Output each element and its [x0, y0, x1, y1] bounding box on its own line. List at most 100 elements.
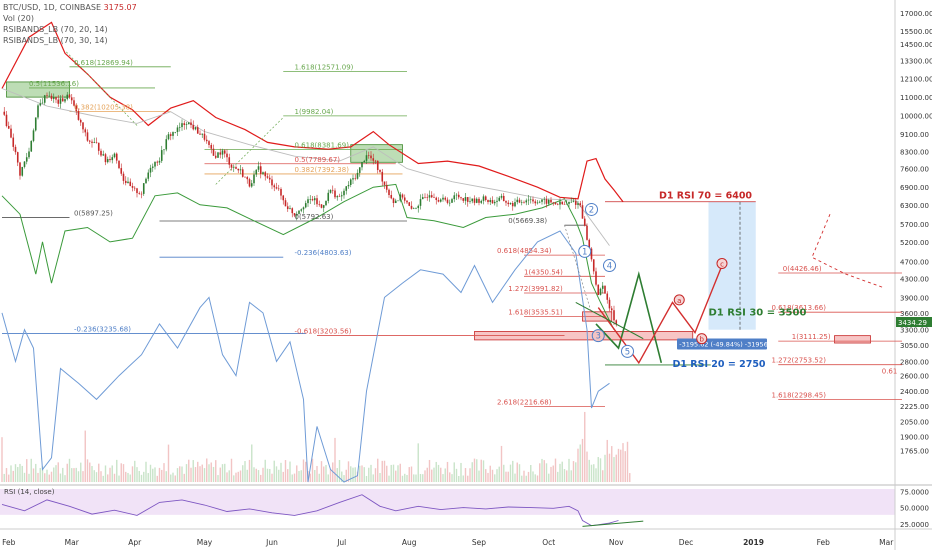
volume-bar [563, 469, 566, 482]
candle-body [64, 99, 66, 102]
price-candle [370, 151, 372, 161]
volume-bar [464, 468, 467, 482]
price-candle [255, 169, 258, 177]
price-candle [478, 197, 480, 206]
candle-body [388, 189, 390, 196]
price-candle [345, 186, 348, 195]
volume-bar [100, 471, 102, 482]
price-candle [529, 196, 532, 204]
price-candle [381, 168, 384, 186]
volume-bar [134, 460, 136, 482]
current-price-text: 3434.29 [898, 319, 927, 327]
fib-level-label: 0.382(10205.38) [74, 104, 133, 112]
price-candle [419, 194, 422, 210]
volume-bar [75, 467, 77, 482]
volume-bar [602, 470, 604, 482]
price-candle [120, 163, 123, 176]
volume-bar [14, 464, 17, 482]
candle-body [73, 100, 75, 106]
volume-bar [527, 471, 530, 482]
candle-body [304, 203, 307, 208]
price-tick-label: 5200.00 [900, 239, 929, 247]
volume-bar [350, 466, 352, 482]
volume-bar [68, 458, 71, 482]
candle-body [300, 209, 303, 211]
volume-bar [10, 465, 12, 482]
candle-body [185, 124, 188, 125]
price-candle [253, 170, 255, 186]
volume-bar [467, 475, 469, 482]
candle-body [280, 188, 282, 196]
rsibands-indicator-1[interactable]: RSIBANDS_LB (70, 20, 14) [3, 25, 108, 34]
price-candle [97, 142, 100, 155]
candle-body [140, 193, 143, 195]
candle-body [496, 200, 498, 202]
price-candle [257, 161, 260, 172]
volume-bar [64, 475, 66, 482]
volume-bar [12, 470, 14, 482]
wave-label-c: c [716, 257, 728, 269]
candle-body [392, 198, 395, 204]
price-candle [178, 122, 181, 132]
wave-label-text: 5 [625, 347, 630, 357]
volume-bar [55, 465, 57, 482]
price-candle [221, 148, 224, 159]
time-tick-label: Feb [2, 538, 16, 547]
volume-bar [293, 473, 296, 482]
price-candle [471, 198, 474, 204]
time-tick-label: Nov [609, 538, 624, 547]
candle-body [7, 126, 10, 129]
rsibands-indicator-2[interactable]: RSIBANDS_LB (70, 30, 14) [3, 36, 108, 45]
candle-body [223, 150, 226, 154]
price-candle [527, 194, 530, 205]
candle-body [10, 128, 12, 138]
volume-bar [624, 451, 626, 482]
volume-bar [433, 467, 435, 482]
price-candle [140, 191, 143, 199]
volume-bar [152, 468, 154, 482]
candle-body [608, 299, 611, 309]
price-candle [320, 204, 323, 209]
volume-bar [145, 461, 147, 482]
volume-bar [584, 411, 586, 482]
candle-body [250, 183, 253, 187]
candle-body [214, 155, 217, 158]
candle-body [509, 203, 512, 205]
volume-bar [284, 460, 287, 482]
volume-bar [539, 463, 541, 482]
fib-level-label: 0(5897.25) [74, 210, 113, 218]
fib-level-label: 0.61 [882, 368, 898, 376]
price-candle [313, 195, 316, 205]
rsi-target-callout: D1 RSI 20 = 2750 [673, 359, 766, 370]
candle-body [232, 167, 235, 168]
wave-label-circle [696, 333, 708, 345]
volume-bar [575, 462, 577, 482]
volume-bar [343, 475, 345, 482]
volume-bar [228, 470, 230, 482]
symbol-line[interactable]: BTC/USD, 1D, COINBASE 3175.07 [3, 2, 137, 13]
moving-average-line [1, 88, 610, 246]
vol-indicator-label[interactable]: Vol (20) [3, 14, 34, 23]
price-tick-label: 2050.00 [900, 419, 929, 427]
price-candle [210, 142, 213, 154]
price-candle [599, 287, 602, 296]
candle-body [424, 197, 426, 198]
price-candle [464, 192, 467, 205]
price-candle [453, 192, 456, 203]
price-candle [43, 94, 46, 105]
volume-bar [532, 471, 534, 482]
volume-bar [590, 464, 593, 482]
price-candle [46, 92, 48, 100]
candle-body [275, 187, 278, 189]
price-candle [289, 205, 291, 210]
volume-bar [318, 473, 320, 482]
price-candle [122, 171, 125, 185]
price-tick-label: 10000.00 [900, 113, 932, 121]
price-candle [430, 191, 433, 199]
candle-body [228, 157, 231, 165]
candle-body [208, 141, 210, 145]
wave-label-circle [603, 259, 616, 273]
current-price-badge: 3434.29 [896, 317, 932, 328]
